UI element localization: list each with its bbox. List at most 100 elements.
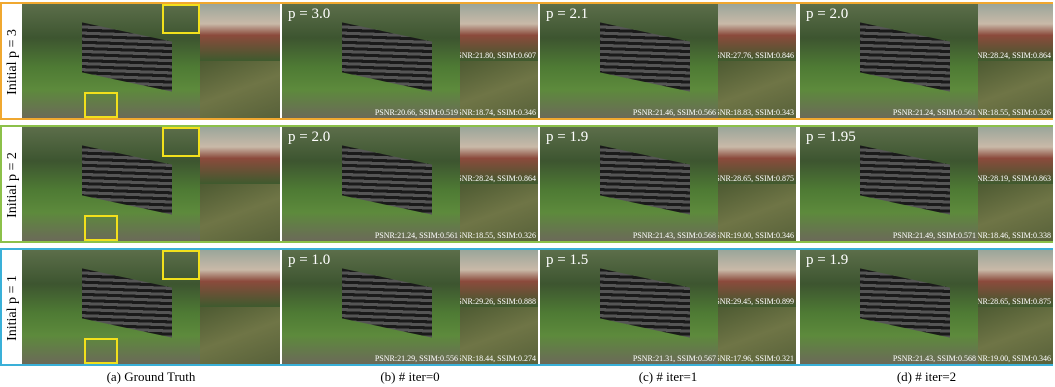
bench-shape [342, 145, 432, 214]
bench-shape [600, 22, 690, 91]
p-value-label: p = 1.0 [288, 252, 330, 269]
crop-panel [200, 4, 280, 61]
metric-label: PSNR:20.66, SSIM:0.519 [375, 108, 458, 117]
image-panel: p = 3.0 PSNR:20.66, SSIM:0.519 [282, 4, 460, 118]
bench-shape [600, 145, 690, 214]
image-panel: p = 2.0 PSNR:21.24, SSIM:0.561 [800, 4, 978, 118]
metric-label: PSNR:21.80, SSIM:0.607 [460, 51, 536, 60]
metric-label: PSNR:28.24, SSIM:0.864 [978, 51, 1051, 60]
p-value-label: p = 2.0 [288, 129, 330, 146]
bench-shape [82, 268, 172, 337]
metric-label: PSNR:29.45, SSIM:0.899 [718, 297, 794, 306]
image-panel: p = 2.1 PSNR:21.46, SSIM:0.566 [540, 4, 718, 118]
crop-panel: PSNR:27.76, SSIM:0.846 [718, 4, 796, 61]
crop-panel: PSNR:19.00, SSIM:0.346 [718, 184, 796, 241]
metric-label: PSNR:21.49, SSIM:0.571 [893, 231, 976, 240]
metric-label: PSNR:28.65, SSIM:0.875 [718, 174, 794, 183]
crop-panel: PSNR:17.96, SSIM:0.321 [718, 307, 796, 364]
metric-label: PSNR:18.55, SSIM:0.326 [978, 108, 1051, 117]
crop-panel [200, 184, 280, 241]
metric-label: PSNR:21.43, SSIM:0.568 [633, 231, 716, 240]
crop-panel: PSNR:18.55, SSIM:0.326 [978, 61, 1053, 118]
bench-shape [860, 268, 950, 337]
crop-panel: PSNR:28.65, SSIM:0.875 [978, 250, 1053, 307]
caption: (b) # iter=0 [310, 369, 510, 385]
bench-shape [82, 22, 172, 91]
metric-label: PSNR:21.46, SSIM:0.566 [633, 108, 716, 117]
row-label: Initial p = 2 [5, 130, 21, 240]
crop-panel: PSNR:18.55, SSIM:0.326 [460, 184, 538, 241]
image-panel [22, 250, 200, 364]
crop-panel: PSNR:29.26, SSIM:0.888 [460, 250, 538, 307]
crop-panel: PSNR:18.83, SSIM:0.343 [718, 61, 796, 118]
metric-label: PSNR:21.31, SSIM:0.567 [633, 354, 716, 363]
p-value-label: p = 1.9 [546, 129, 588, 146]
p-value-label: p = 1.95 [806, 129, 856, 146]
p-value-label: p = 2.0 [806, 6, 848, 23]
crop-panel: PSNR:18.74, SSIM:0.346 [460, 61, 538, 118]
figure-row: Initial p = 1 p = 1.0 PSNR:21.29, SSIM:0.5… [0, 248, 1053, 366]
image-panel: p = 1.5 PSNR:21.31, SSIM:0.567 [540, 250, 718, 364]
row-label: Initial p = 3 [5, 7, 21, 117]
bench-shape [860, 145, 950, 214]
metric-label: PSNR:21.29, SSIM:0.556 [375, 354, 458, 363]
crop-panel: PSNR:19.00, SSIM:0.346 [978, 307, 1053, 364]
p-value-label: p = 1.5 [546, 252, 588, 269]
crop-panel: PSNR:29.45, SSIM:0.899 [718, 250, 796, 307]
row-label: Initial p = 1 [5, 253, 21, 363]
metric-label: PSNR:18.83, SSIM:0.343 [718, 108, 794, 117]
crop-panel: PSNR:28.65, SSIM:0.875 [718, 127, 796, 184]
crop-panel [200, 250, 280, 307]
zoom-box [162, 250, 200, 280]
image-panel: p = 1.0 PSNR:21.29, SSIM:0.556 [282, 250, 460, 364]
metric-label: PSNR:18.55, SSIM:0.326 [460, 231, 536, 240]
metric-label: PSNR:28.24, SSIM:0.864 [460, 174, 536, 183]
metric-label: PSNR:21.24, SSIM:0.561 [375, 231, 458, 240]
p-value-label: p = 2.1 [546, 6, 588, 23]
figure: Initial p = 3 p = 3.0 PSNR:20.66, SSIM:0.5… [0, 0, 1055, 387]
metric-label: PSNR:18.44, SSIM:0.274 [460, 354, 536, 363]
bench-shape [600, 268, 690, 337]
image-panel [22, 4, 200, 118]
caption: (d) # iter=2 [827, 369, 1027, 385]
crop-panel: PSNR:28.24, SSIM:0.864 [978, 4, 1053, 61]
bench-shape [342, 22, 432, 91]
metric-label: PSNR:29.26, SSIM:0.888 [460, 297, 536, 306]
metric-label: PSNR:19.00, SSIM:0.346 [978, 354, 1051, 363]
zoom-box [162, 127, 200, 157]
bench-shape [82, 145, 172, 214]
image-panel [22, 127, 200, 241]
caption: (a) Ground Truth [51, 369, 251, 385]
p-value-label: p = 1.9 [806, 252, 848, 269]
crop-panel: PSNR:21.80, SSIM:0.607 [460, 4, 538, 61]
zoom-box [162, 4, 200, 34]
metric-label: PSNR:18.74, SSIM:0.346 [460, 108, 536, 117]
metric-label: PSNR:21.43, SSIM:0.568 [893, 354, 976, 363]
zoom-box [84, 92, 118, 118]
image-panel: p = 1.9 PSNR:21.43, SSIM:0.568 [540, 127, 718, 241]
metric-label: PSNR:27.76, SSIM:0.846 [718, 51, 794, 60]
image-panel: p = 1.95 PSNR:21.49, SSIM:0.571 [800, 127, 978, 241]
zoom-box [84, 215, 118, 241]
bench-shape [860, 22, 950, 91]
metric-label: PSNR:19.00, SSIM:0.346 [718, 231, 794, 240]
metric-label: PSNR:28.19, SSIM:0.863 [978, 174, 1051, 183]
zoom-box [84, 338, 118, 364]
crop-panel: PSNR:28.19, SSIM:0.863 [978, 127, 1053, 184]
crop-panel: PSNR:18.46, SSIM:0.338 [978, 184, 1053, 241]
crop-panel [200, 307, 280, 364]
metric-label: PSNR:17.96, SSIM:0.321 [718, 354, 794, 363]
crop-panel: PSNR:28.24, SSIM:0.864 [460, 127, 538, 184]
metric-label: PSNR:18.46, SSIM:0.338 [978, 231, 1051, 240]
metric-label: PSNR:21.24, SSIM:0.561 [893, 108, 976, 117]
metric-label: PSNR:28.65, SSIM:0.875 [978, 297, 1051, 306]
crop-panel [200, 127, 280, 184]
caption: (c) # iter=1 [568, 369, 768, 385]
bench-shape [342, 268, 432, 337]
figure-row: Initial p = 3 p = 3.0 PSNR:20.66, SSIM:0.5… [0, 2, 1053, 120]
image-panel: p = 1.9 PSNR:21.43, SSIM:0.568 [800, 250, 978, 364]
image-panel: p = 2.0 PSNR:21.24, SSIM:0.561 [282, 127, 460, 241]
p-value-label: p = 3.0 [288, 6, 330, 23]
figure-row: Initial p = 2 p = 2.0 PSNR:21.24, SSIM:0.5… [0, 125, 1053, 243]
crop-panel: PSNR:18.44, SSIM:0.274 [460, 307, 538, 364]
